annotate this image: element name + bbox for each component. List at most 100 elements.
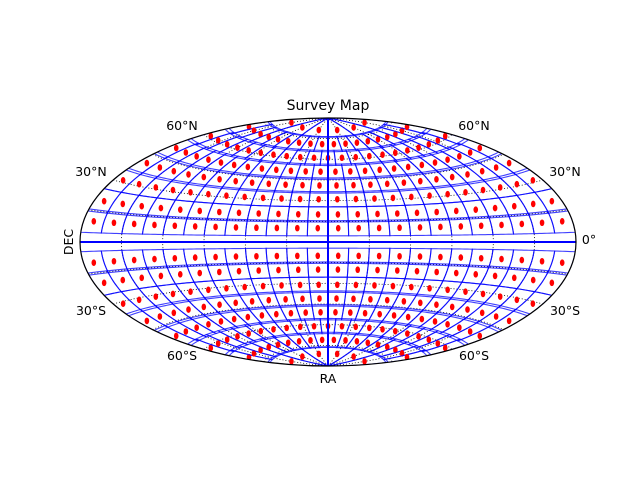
field-center-point — [251, 127, 257, 134]
field-center-point — [233, 177, 238, 185]
field-center-point — [249, 179, 255, 186]
field-center-point — [380, 151, 385, 158]
field-center-point — [315, 266, 321, 273]
field-center-point — [405, 147, 410, 154]
field-center-point — [275, 341, 281, 348]
field-center-point — [139, 274, 145, 282]
field-center-point — [335, 252, 341, 260]
field-center-point — [334, 126, 340, 134]
field-center-point — [442, 132, 448, 140]
field-center-point — [375, 341, 381, 348]
field-center-point — [192, 254, 198, 261]
field-center-point — [260, 282, 266, 290]
field-center-point — [242, 193, 247, 201]
field-center-point — [380, 326, 385, 333]
field-center-point — [266, 296, 272, 304]
field-center-point — [434, 268, 439, 276]
field-center-point — [434, 301, 439, 308]
field-center-point — [233, 253, 239, 260]
field-center-point — [288, 309, 294, 317]
field-center-point — [391, 312, 397, 319]
field-center-point — [258, 149, 264, 157]
field-center-point — [224, 141, 230, 148]
field-center-point — [111, 219, 117, 227]
field-center-point — [473, 271, 479, 278]
field-center-point — [367, 324, 372, 332]
field-center-point — [194, 153, 199, 160]
lat-label-right-60n: 60°N — [458, 118, 490, 133]
field-center-point — [457, 153, 462, 160]
field-center-point — [401, 179, 407, 186]
field-center-point — [266, 180, 272, 188]
field-center-point — [434, 176, 439, 183]
field-center-point — [559, 259, 565, 266]
field-center-point — [271, 151, 276, 158]
field-center-point — [158, 272, 164, 280]
field-center-point — [499, 221, 504, 229]
field-center-point — [399, 127, 405, 134]
field-center-point — [438, 223, 443, 231]
field-center-point — [392, 327, 398, 335]
field-center-point — [351, 124, 356, 131]
field-center-point — [432, 318, 438, 325]
field-center-point — [376, 224, 382, 232]
field-center-point — [131, 220, 137, 228]
field-center-point — [318, 309, 323, 316]
field-center-point — [288, 167, 294, 175]
graticule-parallel — [203, 324, 453, 350]
field-center-point — [158, 204, 164, 212]
field-center-point — [353, 195, 359, 203]
field-center-point — [197, 207, 203, 215]
field-center-point — [335, 195, 340, 203]
field-center-point — [300, 295, 305, 303]
field-center-point — [296, 139, 302, 146]
field-center-point — [390, 194, 396, 202]
field-center-point — [514, 296, 520, 304]
field-center-point — [157, 164, 163, 171]
field-center-point — [348, 168, 353, 175]
field-center-point — [519, 220, 525, 228]
field-center-point — [418, 177, 423, 185]
field-center-point — [473, 206, 479, 213]
field-center-point — [177, 206, 183, 213]
field-center-point — [183, 328, 189, 335]
field-center-point — [101, 279, 107, 287]
lat-label-left-30s: 30°S — [76, 303, 106, 318]
field-center-point — [362, 309, 368, 317]
field-center-point — [246, 147, 251, 154]
field-center-point — [477, 144, 483, 152]
field-center-point — [435, 137, 441, 144]
field-center-point — [477, 332, 483, 340]
field-center-point — [276, 266, 281, 274]
field-center-point — [236, 267, 242, 275]
field-center-point — [91, 259, 97, 266]
field-center-point — [308, 337, 313, 344]
field-center-point — [120, 300, 126, 307]
field-center-point — [206, 321, 211, 328]
field-center-point — [414, 209, 420, 217]
lat-label-left-60s: 60°S — [167, 348, 197, 363]
field-center-point — [390, 282, 396, 290]
field-center-point — [445, 321, 450, 328]
field-center-point — [297, 281, 303, 289]
field-center-point — [530, 300, 536, 307]
field-center-point — [559, 218, 565, 225]
field-center-point — [279, 195, 284, 202]
field-center-point — [157, 313, 163, 320]
field-center-point — [353, 281, 359, 289]
field-center-point — [339, 322, 345, 330]
field-center-point — [235, 144, 240, 151]
field-center-point — [300, 124, 305, 131]
field-center-point — [401, 298, 407, 305]
field-center-point — [300, 353, 305, 360]
field-center-point — [331, 140, 337, 148]
field-center-point — [376, 252, 382, 260]
field-center-point — [171, 167, 177, 175]
field-center-point — [367, 152, 372, 160]
field-center-point — [111, 257, 117, 265]
field-center-point — [275, 136, 281, 143]
field-center-point — [274, 224, 280, 232]
field-center-point — [215, 340, 221, 347]
field-center-point — [458, 254, 464, 261]
field-center-point — [217, 176, 222, 183]
